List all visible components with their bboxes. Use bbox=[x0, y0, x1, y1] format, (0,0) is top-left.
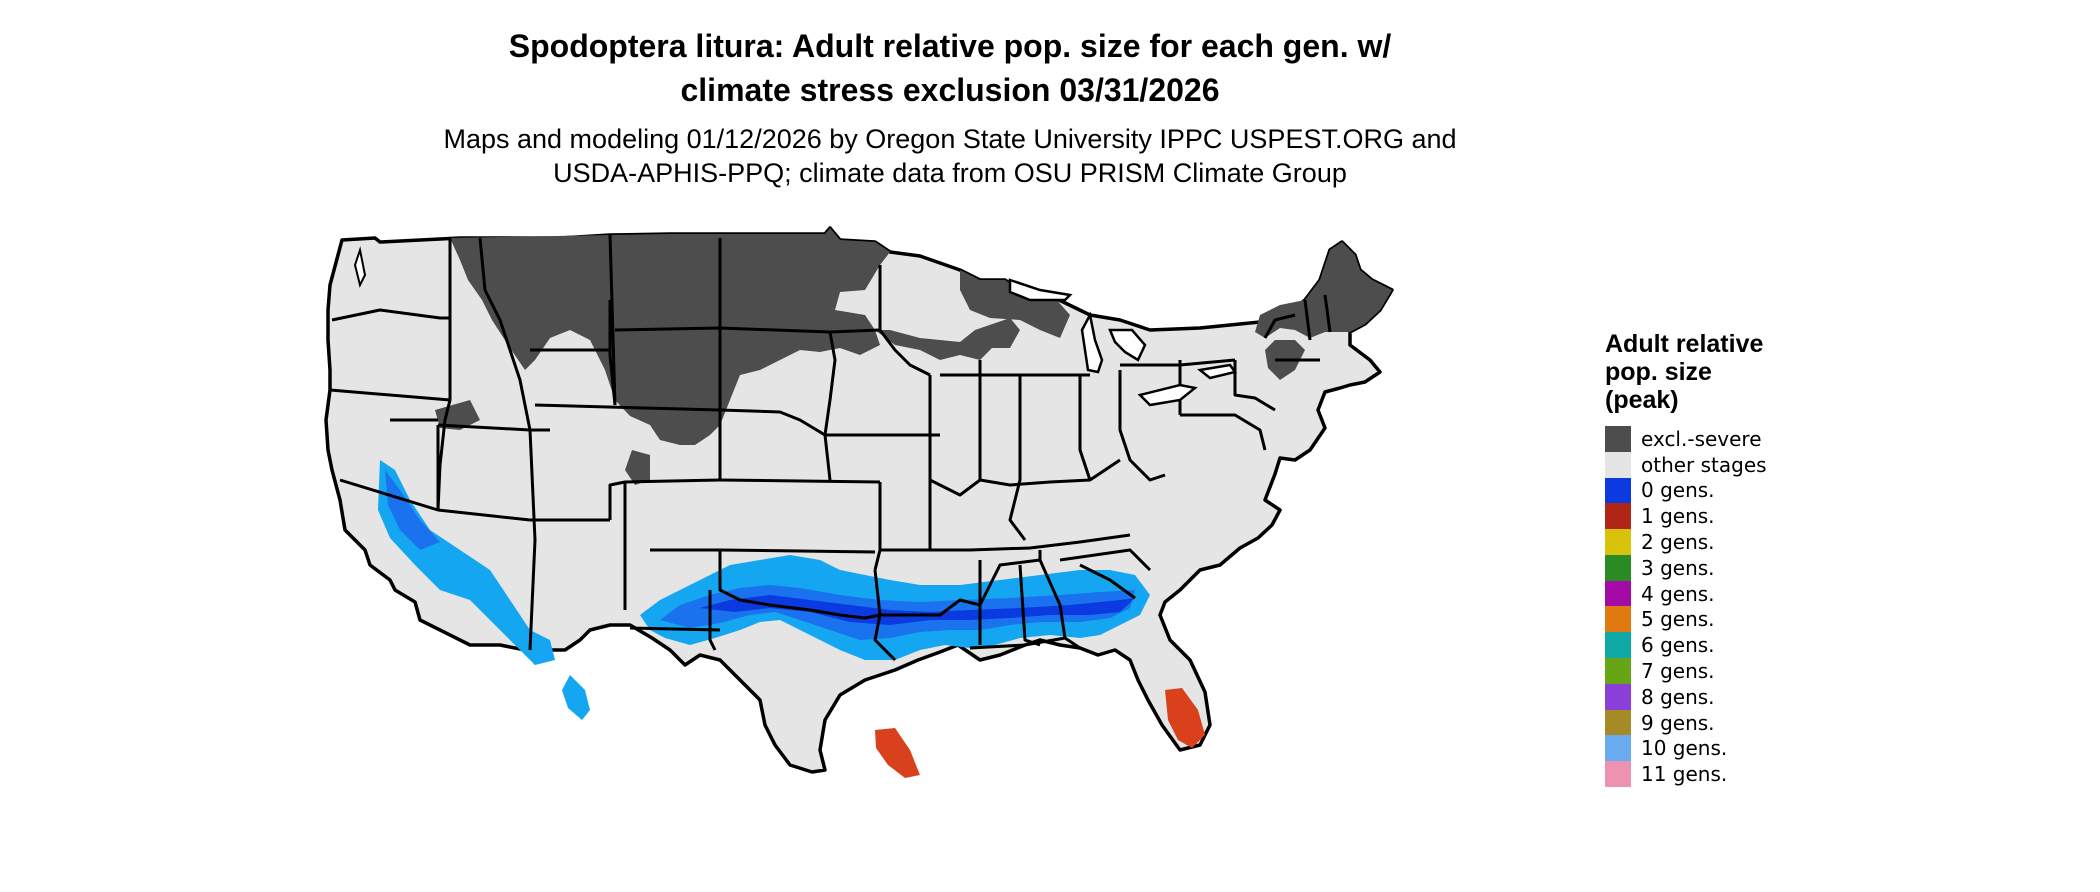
legend-title: Adult relative pop. size (peak) bbox=[1605, 330, 1865, 414]
legend-label: 0 gens. bbox=[1641, 478, 1715, 503]
us-land bbox=[324, 226, 1394, 774]
legend-swatch bbox=[1605, 477, 1631, 504]
legend-label: 4 gens. bbox=[1641, 581, 1715, 606]
legend-item: 11 gens. bbox=[1605, 761, 1865, 788]
legend-title-line-3: (peak) bbox=[1605, 386, 1679, 414]
map-title-line-2: climate stress exclusion 03/31/2026 bbox=[680, 72, 1220, 108]
excluded-regions bbox=[435, 228, 1392, 485]
legend-label: excl.-severe bbox=[1641, 426, 1762, 451]
legend-label: other stages bbox=[1641, 452, 1767, 477]
map-subtitle-line-2: USDA-APHIS-PPQ; climate data from OSU PR… bbox=[553, 158, 1347, 188]
legend-item: 1 gens. bbox=[1605, 503, 1865, 530]
legend-swatch bbox=[1605, 632, 1631, 659]
legend-swatch bbox=[1605, 761, 1631, 788]
legend-swatch bbox=[1605, 658, 1631, 685]
legend-swatch bbox=[1605, 709, 1631, 736]
legend-swatch bbox=[1605, 529, 1631, 556]
great-lakes bbox=[1008, 278, 1238, 407]
legend-item: 10 gens. bbox=[1605, 735, 1865, 762]
legend-item: excl.-severe bbox=[1605, 425, 1865, 452]
legend-item: 0 gens. bbox=[1605, 477, 1865, 504]
legend-label: 10 gens. bbox=[1641, 736, 1728, 761]
legend-item: 2 gens. bbox=[1605, 529, 1865, 556]
legend-swatch bbox=[1605, 683, 1631, 710]
legend-swatch bbox=[1605, 606, 1631, 633]
legend-label: 6 gens. bbox=[1641, 633, 1715, 658]
map-subtitle-line-1: Maps and modeling 01/12/2026 by Oregon S… bbox=[443, 124, 1457, 154]
legend-item: 4 gens. bbox=[1605, 580, 1865, 607]
legend-label: 11 gens. bbox=[1641, 762, 1728, 787]
map-legend: Adult relative pop. size (peak) excl.-se… bbox=[1605, 330, 1865, 788]
legend-swatch bbox=[1605, 735, 1631, 762]
legend-item: 6 gens. bbox=[1605, 632, 1865, 659]
legend-label: 8 gens. bbox=[1641, 684, 1715, 709]
legend-swatch bbox=[1605, 503, 1631, 530]
map-title: Spodoptera litura: Adult relative pop. s… bbox=[0, 24, 1900, 112]
state-borders bbox=[329, 234, 1332, 662]
legend-item: other stages bbox=[1605, 451, 1865, 478]
legend-swatch bbox=[1605, 451, 1631, 478]
legend-title-line-2: pop. size bbox=[1605, 358, 1712, 386]
us-map bbox=[324, 226, 1394, 778]
legend-swatch bbox=[1605, 425, 1631, 452]
legend-label: 3 gens. bbox=[1641, 555, 1715, 580]
legend-label: 7 gens. bbox=[1641, 659, 1715, 684]
legend-items: excl.-severe other stages 0 gens. 1 gens… bbox=[1605, 425, 1865, 788]
legend-swatch bbox=[1605, 554, 1631, 581]
legend-label: 9 gens. bbox=[1641, 710, 1715, 735]
coastal-features bbox=[353, 246, 367, 288]
legend-item: 9 gens. bbox=[1605, 709, 1865, 736]
legend-swatch bbox=[1605, 580, 1631, 607]
legend-label: 5 gens. bbox=[1641, 607, 1715, 632]
legend-title-line-1: Adult relative bbox=[1605, 330, 1764, 358]
one-generation-regions bbox=[875, 688, 1205, 778]
legend-item: 8 gens. bbox=[1605, 683, 1865, 710]
legend-label: 1 gens. bbox=[1641, 504, 1715, 529]
legend-item: 7 gens. bbox=[1605, 658, 1865, 685]
legend-item: 5 gens. bbox=[1605, 606, 1865, 633]
legend-item: 3 gens. bbox=[1605, 554, 1865, 581]
legend-label: 2 gens. bbox=[1641, 530, 1715, 555]
map-title-line-1: Spodoptera litura: Adult relative pop. s… bbox=[508, 28, 1392, 64]
map-subtitle: Maps and modeling 01/12/2026 by Oregon S… bbox=[0, 122, 1900, 190]
